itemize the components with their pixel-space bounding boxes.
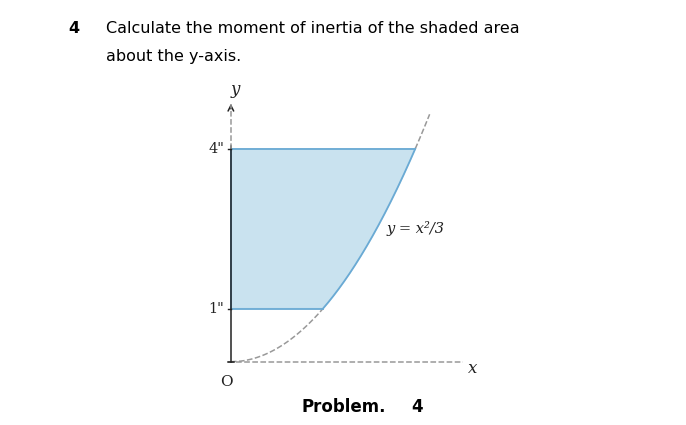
Text: 4: 4 [69,21,80,36]
Text: 4": 4" [209,142,224,156]
Text: Calculate the moment of inertia of the shaded area: Calculate the moment of inertia of the s… [106,21,520,36]
Text: O: O [220,375,233,389]
Text: y = x²/3: y = x²/3 [386,221,445,236]
Polygon shape [231,149,415,309]
Text: about the y-axis.: about the y-axis. [106,49,241,64]
Text: 4: 4 [412,399,423,416]
Text: 1": 1" [209,301,224,315]
Text: y: y [230,81,240,98]
Text: x: x [469,360,478,377]
Text: Problem.: Problem. [302,399,386,416]
